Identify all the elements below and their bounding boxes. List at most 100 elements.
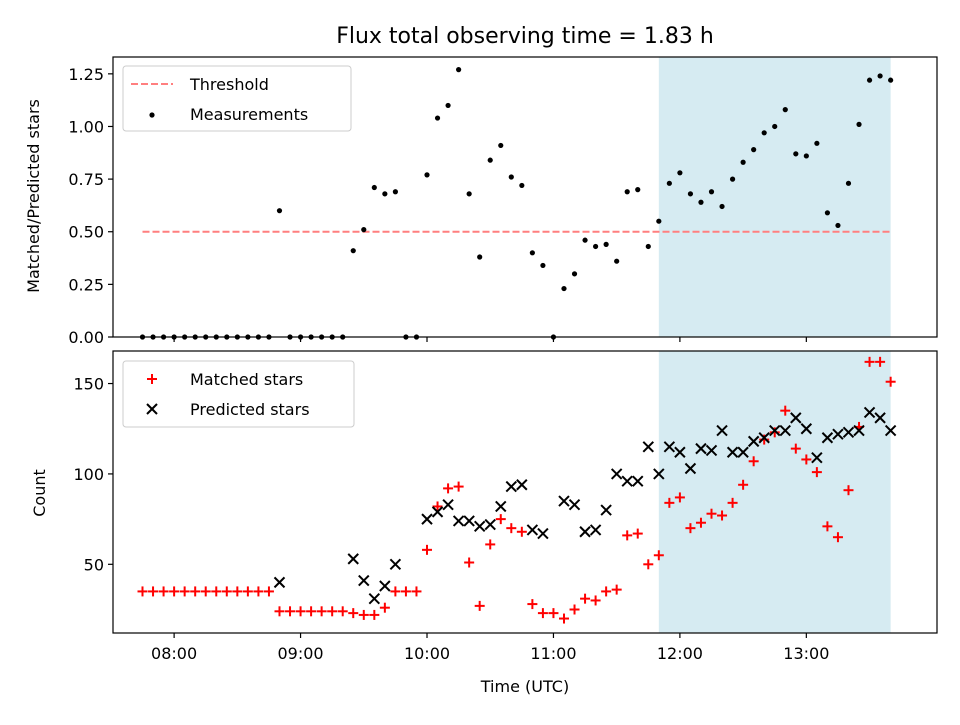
measurement-point: [624, 189, 630, 195]
top-y-tick-label: 0.75: [68, 170, 104, 189]
matched-star-point: [432, 501, 443, 512]
measurement-point: [729, 176, 736, 182]
matched-star-point: [537, 608, 548, 619]
predicted-star-point: [610, 468, 623, 480]
matched-star-point: [548, 608, 559, 619]
measurement-point: [519, 182, 525, 189]
predicted-star-point: [389, 558, 402, 571]
matched-star-point: [622, 530, 633, 541]
predicted-star-point: [705, 444, 718, 457]
matched-star-point: [422, 544, 433, 555]
measurement-point: [656, 218, 662, 224]
predicted-star-point: [368, 592, 381, 605]
measurement-point: [740, 159, 746, 165]
predicted-star-point: [684, 462, 697, 475]
matched-star-point: [253, 586, 264, 597]
matched-star-point: [327, 606, 338, 617]
matched-star-point: [695, 517, 706, 528]
legend-measurements-swatch: [149, 112, 155, 118]
predicted-star-point: [558, 495, 570, 507]
bottom-x-ticks: 08:00 09:00 10:00 11:00 12:00 13:00: [151, 633, 829, 663]
predicted-star-point: [800, 423, 813, 435]
matched-star-point: [495, 514, 506, 525]
measurement-point: [540, 262, 546, 269]
legend-predicted-marker: [146, 403, 158, 415]
matched-star-point: [137, 586, 148, 597]
matched-star-point: [885, 376, 896, 387]
measurement-point: [477, 254, 483, 260]
predicted-star-point: [674, 446, 686, 458]
predicted-star-point: [589, 524, 602, 536]
measurement-point: [498, 142, 504, 149]
measurement-point: [582, 237, 588, 243]
bottom-y-tick-label: 150: [73, 375, 104, 394]
measurement-point: [866, 77, 873, 83]
matched-star-point: [221, 586, 232, 597]
bottom-x-tick-label: 13:00: [783, 644, 829, 663]
bottom-x-tick-label: 12:00: [657, 644, 703, 663]
matched-star-point: [780, 405, 791, 416]
top-y-tick-label: 1.00: [68, 117, 104, 136]
predicted-star-point: [874, 412, 886, 424]
measurement-point: [571, 271, 578, 277]
measurement-point: [856, 121, 862, 127]
measurement-point: [845, 180, 852, 186]
x-axis-label: Time (UTC): [480, 677, 569, 696]
chart-title: Flux total observing time = 1.83 h: [336, 24, 714, 49]
predicted-star-point: [505, 480, 518, 493]
predicted-star-point: [747, 435, 760, 448]
legend-matched-swatch: [147, 374, 157, 384]
measurement-point: [635, 187, 641, 193]
bottom-axes-frame: [112, 350, 938, 634]
top-axes-frame: [112, 56, 938, 338]
top-shaded-span: [658, 57, 891, 337]
measurement-point: [888, 77, 894, 83]
matched-star-point: [379, 602, 390, 613]
matched-star-point: [727, 497, 738, 508]
predicted-star-point: [737, 446, 749, 458]
predicted-star-point: [358, 574, 370, 587]
bottom-y-ticks: 50 100 150: [73, 375, 113, 574]
matched-star-point: [190, 586, 201, 597]
predicted-star-point: [779, 424, 791, 437]
predicted-star-point: [716, 424, 728, 437]
predicted-star-point: [537, 527, 549, 540]
measurement-point: [793, 151, 799, 157]
bottom-legend: Matched stars Predicted stars: [122, 360, 355, 428]
matched-star-point: [485, 539, 496, 550]
matched-star-point: [706, 508, 717, 519]
measurement-point: [603, 241, 609, 247]
measurement-point: [529, 250, 535, 256]
matched-star-point: [179, 586, 190, 597]
measurement-point: [814, 140, 820, 146]
legend-threshold-label: Threshold: [189, 75, 269, 94]
matched-star-point: [590, 595, 601, 606]
predicted-star-point: [484, 518, 496, 531]
measurement-point: [824, 210, 831, 216]
predicted-star-point: [473, 520, 486, 533]
predicted-star-point: [347, 553, 359, 565]
predicted-star-point: [379, 580, 391, 592]
bottom-x-tick-label: 10:00: [404, 644, 450, 663]
measurement-point: [835, 222, 841, 229]
predicted-star-point: [568, 498, 581, 511]
matched-star-point: [411, 586, 422, 597]
matched-star-point: [843, 485, 854, 496]
measurement-point: [614, 258, 620, 264]
measurement-point: [761, 130, 767, 136]
predicted-star-point: [632, 475, 644, 487]
top-y-tick-label: 1.25: [68, 65, 104, 84]
measurement-point: [350, 248, 356, 254]
legend-matched-marker: [147, 374, 157, 384]
predicted-star-point: [811, 451, 823, 464]
matched-star-point: [580, 593, 591, 604]
predicted-star-point: [516, 479, 528, 491]
legend-predicted-label: Predicted stars: [190, 400, 310, 419]
matched-star-point: [569, 604, 580, 615]
matched-star-point: [400, 586, 411, 597]
predicted-star-point: [600, 504, 612, 516]
predicted-star-point: [421, 513, 433, 525]
predicted-star-point: [884, 424, 897, 437]
measurement-point: [687, 191, 694, 197]
